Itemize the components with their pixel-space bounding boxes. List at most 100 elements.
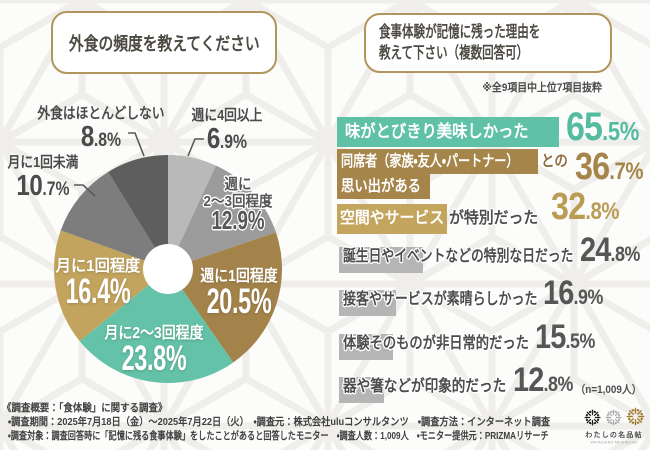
- reason-4-label-text: 誕生日やイベントなどの特別な日だった: [343, 248, 574, 265]
- right-question-title: 食事体験が記憶に残った理由を 教えて下さい（複数回答可）: [379, 22, 540, 64]
- reason-2-mid-text: との: [541, 153, 568, 170]
- reason-5-percent: 16.9%: [543, 276, 603, 310]
- reason-2-highlight-line2: 思い出がある: [337, 174, 430, 199]
- survey-overview-title: 《調査概要：「食体験」に関する調査》: [2, 401, 650, 415]
- reason-6-percent: 15.5%: [535, 320, 595, 354]
- reason-item-3: 空間やサービス が特別だった 32.8%: [337, 188, 631, 234]
- percent-int: 16: [543, 274, 574, 312]
- percent-dec: .5%: [602, 116, 639, 146]
- leader-lines: [74, 132, 204, 197]
- donut-slice-月に1回程度: [54, 230, 168, 342]
- reason-3-highlight-text: 空間やサービス: [340, 210, 445, 227]
- pie-label-week1: 週に1回程度 20.5%: [200, 268, 278, 321]
- percent-dec: .8%: [585, 198, 620, 225]
- pie-label-month1: 月に1回程度 16.4%: [55, 258, 141, 311]
- percent-dec: .7%: [609, 158, 644, 185]
- donut-slice-週に1回程度: [168, 232, 283, 363]
- leader-line-8-8: [128, 132, 145, 157]
- reason-5-label: 接客やサービスが素晴らしかった: [337, 289, 537, 311]
- reason-item-2: 同席者（家族・友人・パートナー） との 思い出がある 36.7%: [337, 148, 644, 199]
- percent-dec: .8%: [93, 129, 122, 151]
- pie-label-week2-3: 週に 2～3回程度 12.9%: [203, 176, 273, 235]
- reason-5-highlight-bar: [339, 290, 396, 316]
- reason-2-line2: 思い出がある: [337, 174, 572, 199]
- reason-1-percent: 65.5%: [566, 107, 639, 147]
- reason-2-percent: 36.7%: [575, 148, 644, 186]
- logo-snowflake-marks: [580, 405, 648, 428]
- leader-line-6-9: [187, 138, 204, 157]
- survey-overview-line3: ・調査対象：調査回答時に「記憶に残る食事体験」をしたことがあると回答したモニター…: [2, 429, 650, 443]
- snowflake-glyph: [626, 407, 644, 426]
- reason-7-label-text: 器や箸などが印象的だった: [343, 378, 507, 395]
- donut-slice-週に2～3回程度: [168, 165, 276, 269]
- reason-6-label-text: 体験そのものが非日常的だった: [343, 335, 529, 352]
- pie-label-week4plus: 週に4回以上 6.9%: [191, 107, 263, 155]
- leader-line-10-7: [74, 184, 96, 197]
- reason-3-percent: 32.8%: [551, 188, 620, 226]
- reason-2-highlight-line2-text: 思い出がある: [341, 178, 421, 195]
- pie-label-week2-3-line2: 2～3回程度: [203, 192, 273, 210]
- reason-4-percent: 24.8%: [580, 233, 640, 267]
- donut-hole: [143, 244, 193, 294]
- reason-2-highlight-line1: 同席者（家族・友人・パートナー）: [337, 149, 538, 174]
- reason-6-label: 体験そのものが非日常的だった: [337, 333, 529, 355]
- percent-dec: .7%: [42, 178, 70, 200]
- pie-label-almost-never: 外食はほとんどしない 8.8%: [37, 105, 165, 153]
- reason-2-line1: 同席者（家族・友人・パートナー） との: [337, 149, 572, 174]
- reason-4-highlight-bar: [339, 247, 423, 273]
- logo-mark-gray-icon: [605, 409, 621, 426]
- right-question-line2: 教えて下さい（複数回答可）: [379, 45, 529, 62]
- reason-3-highlight: 空間やサービス: [337, 204, 447, 234]
- percent-dec: .9%: [219, 131, 248, 153]
- brand-logo: わたしの名品帖 WATASHINO MEIHINCHO: [580, 405, 648, 445]
- reason-item-5: 接客やサービスが素晴らしかった 16.9%: [337, 276, 614, 316]
- reason-7-label: 器や箸などが印象的だった: [337, 376, 507, 398]
- percent-dec: .8%: [543, 373, 573, 396]
- percent-int: 36: [575, 146, 610, 188]
- reason-item-7: 器や箸などが印象的だった 12.8%: [337, 363, 584, 403]
- left-question-box: 外食の頻度を教えてください: [51, 11, 277, 74]
- survey-overview-line2-text: ・調査期間：2025年7月18日（金）～2025年7月22日（火） ・調査元：株…: [8, 416, 551, 428]
- percent-dec: .5%: [565, 330, 595, 353]
- donut-slice-月に1回未満: [60, 171, 168, 269]
- pie-label-less-than-month1: 月に1回未満 10.7%: [7, 154, 79, 202]
- reason-7-highlight-bar: [339, 377, 384, 403]
- logo-text: わたしの名品帖: [585, 432, 643, 439]
- donut-slice-外食はほとんどしない: [108, 155, 168, 269]
- percent-dec: .9%: [573, 286, 603, 309]
- percent-int: 8: [80, 120, 94, 153]
- snowflake-glyph: [605, 409, 621, 426]
- reason-3-rest: が特別だった: [447, 210, 545, 227]
- reason-item-6: 体験そのものが非日常的だった 15.5%: [337, 320, 606, 360]
- percent-int: 32: [551, 186, 586, 228]
- survey-overview-title-text: 《調査概要：「食体験」に関する調査》: [2, 402, 168, 414]
- right-question-line1: 食事体験が記憶に残った理由を: [379, 24, 541, 41]
- reason-4-label: 誕生日やイベントなどの特別な日だった: [337, 246, 574, 268]
- right-question-box: 食事体験が記憶に残った理由を 教えて下さい（複数回答可）: [364, 13, 612, 73]
- top7-note: ※全9項目中上位7項目抜粋: [364, 79, 602, 95]
- reason-3-rest-text: が特別だった: [449, 210, 539, 227]
- sample-size-note-text: （n=1,009人）: [575, 384, 642, 396]
- donut-slices: [54, 155, 283, 383]
- reason-2-highlight-line1-text: 同席者（家族・友人・パートナー）: [341, 153, 519, 170]
- logo-mark-black-icon: [584, 409, 600, 426]
- percent-int: 6: [206, 122, 220, 155]
- reason-2-mid: との: [538, 153, 572, 170]
- reason-7-percent: 12.8%: [513, 363, 573, 397]
- donut-slice-週に4回以上: [168, 155, 216, 269]
- reason-5-label-text: 接客やサービスが素晴らしかった: [343, 291, 538, 308]
- survey-overview: 《調査概要：「食体験」に関する調査》 ・調査期間：2025年7月18日（金）～2…: [2, 401, 650, 443]
- logo-mark-gold-icon: [626, 407, 644, 426]
- donut-slice-月に2～3回程度: [79, 269, 234, 383]
- reason-1-highlight: 味がとびきり美味しかった: [337, 117, 559, 147]
- percent-int: 10: [16, 169, 43, 202]
- reason-1-highlight-text: 味がとびきり美味しかった: [345, 122, 529, 141]
- reason-item-4: 誕生日やイベントなどの特別な日だった 24.8%: [337, 233, 650, 273]
- reason-6-highlight-bar: [339, 334, 393, 360]
- pie-label-month2-3: 月に2～3回程度 23.8%: [104, 325, 204, 378]
- logo-subtext: WATASHINO MEIHINCHO: [590, 440, 638, 445]
- top7-note-text: ※全9項目中上位7項目抜粋: [482, 82, 602, 94]
- percent-dec: .8%: [610, 243, 640, 266]
- percent-int: 24: [580, 231, 611, 269]
